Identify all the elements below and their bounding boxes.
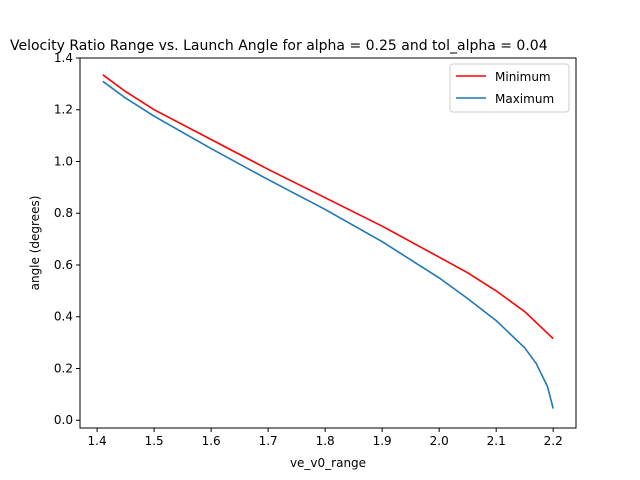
x-tick-label: 2.0	[430, 434, 449, 448]
axes-frame	[79, 57, 577, 429]
x-tick-label: 1.7	[259, 434, 278, 448]
y-tick-label: 0.6	[54, 258, 73, 272]
plot-series	[102, 74, 554, 409]
y-tick-label: 0.2	[54, 361, 73, 375]
y-axis-label: angle (degrees)	[28, 196, 42, 291]
legend-label-maximum: Maximum	[495, 92, 554, 106]
x-axis-label: ve_v0_range	[290, 456, 366, 470]
legend: Minimum Maximum	[449, 63, 570, 113]
series-line-minimum	[102, 74, 554, 340]
y-tick-label: 1.4	[54, 51, 73, 65]
y-tick-label: 0.4	[54, 310, 73, 324]
y-tick-label: 0.8	[54, 206, 73, 220]
x-tick-label: 1.4	[88, 434, 107, 448]
chart-title: Velocity Ratio Range vs. Launch Angle fo…	[10, 38, 548, 54]
x-tick-label: 2.2	[544, 434, 563, 448]
x-tick-label: 2.1	[487, 434, 506, 448]
y-tick-label: 1.0	[54, 154, 73, 168]
series-line-maximum	[102, 80, 554, 409]
x-tick-label: 1.6	[202, 434, 221, 448]
x-axis-ticks: 1.4 1.5 1.6 1.7 1.8 1.9 2.0 2.1 2.2	[88, 428, 563, 448]
x-tick-label: 1.9	[373, 434, 392, 448]
y-tick-label: 1.2	[54, 103, 73, 117]
x-tick-label: 1.5	[145, 434, 164, 448]
y-axis-ticks: 0.0 0.2 0.4 0.6 0.8 1.0 1.2 1.4	[54, 51, 80, 427]
legend-label-minimum: Minimum	[495, 70, 551, 84]
x-tick-label: 1.8	[316, 434, 335, 448]
y-tick-label: 0.0	[54, 413, 73, 427]
